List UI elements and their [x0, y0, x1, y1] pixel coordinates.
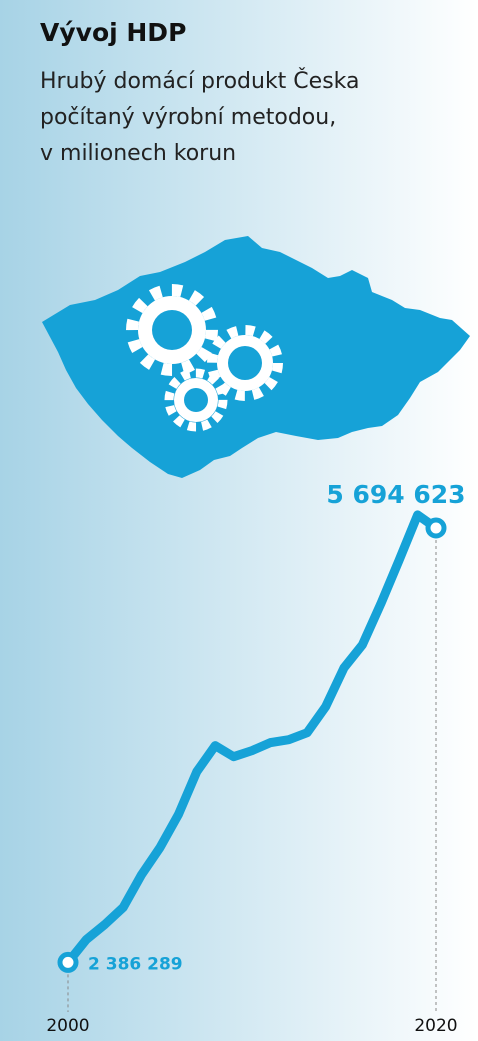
point: [425, 517, 447, 539]
value-label: 2 386 289: [88, 954, 183, 974]
chart-title: Vývoj HDP: [40, 18, 186, 47]
x-tick-label: 2020: [414, 1016, 457, 1036]
subtitle: v milionech korun: [40, 141, 236, 166]
map-icon: [42, 236, 470, 478]
point: [57, 951, 79, 973]
subtitle: Hrubý domácí produkt Česka: [40, 68, 360, 94]
line: [63, 510, 441, 967]
value-label: 5 694 623: [326, 480, 465, 509]
subtitle: počítaný výrobní metodou,: [40, 105, 336, 130]
x-tick-label: 2000: [46, 1016, 89, 1036]
